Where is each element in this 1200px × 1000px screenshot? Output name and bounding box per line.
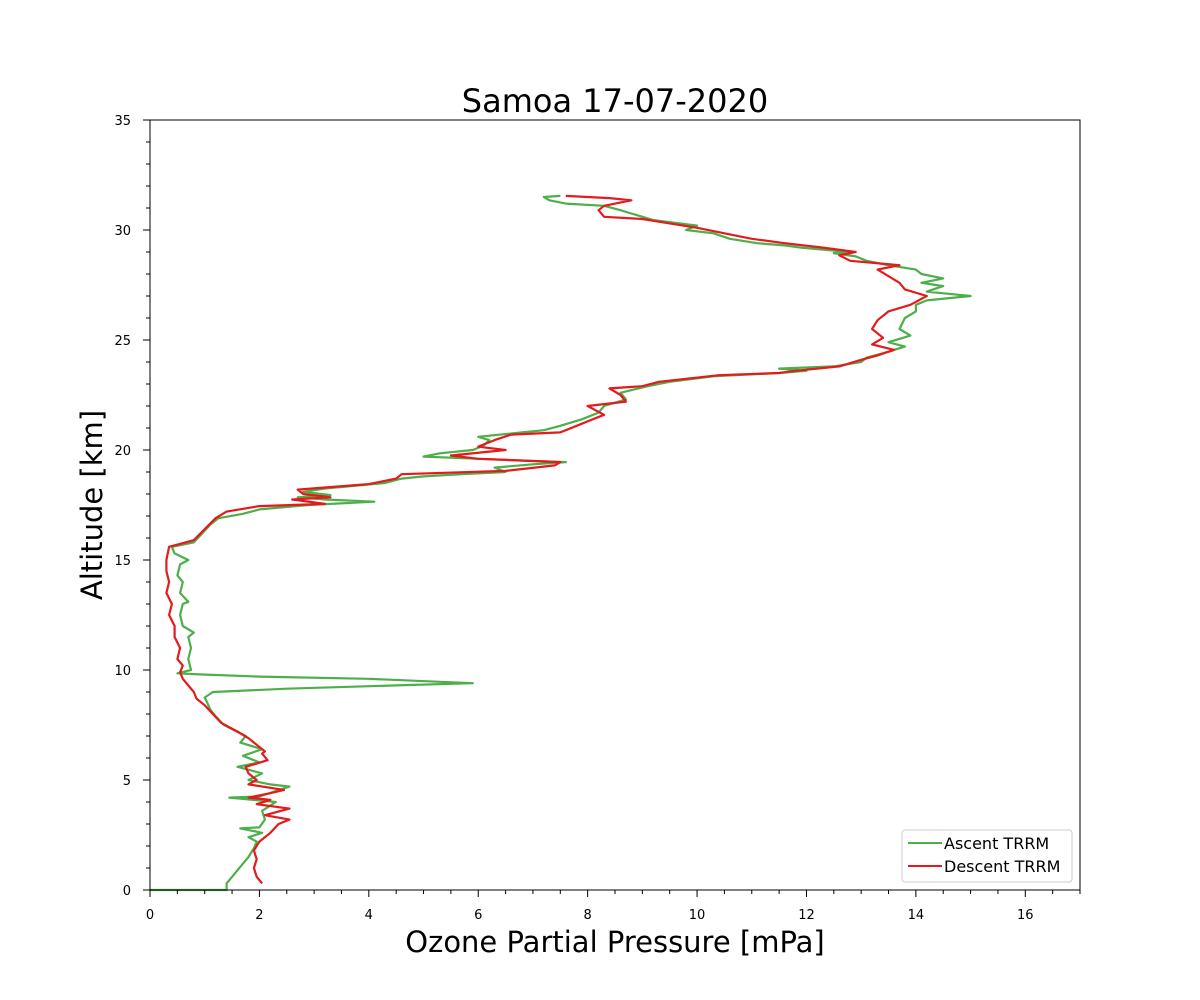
- x-tick-label: 4: [365, 908, 373, 923]
- y-tick-label: 15: [114, 554, 131, 569]
- y-axis: 0 5 10 15 20 25 30 35: [114, 114, 150, 899]
- plot-area: [150, 194, 972, 892]
- x-tick-label: 2: [255, 908, 263, 923]
- legend: Ascent TRRM Descent TRRM: [901, 829, 1073, 883]
- legend-label-ascent: Ascent TRRM: [944, 834, 1049, 853]
- x-axis: 0 2 4 6 8 10 12 14 16: [146, 890, 1081, 923]
- x-tick-label: 6: [474, 908, 482, 923]
- x-tick-label: 0: [146, 908, 154, 923]
- y-tick-label: 5: [123, 774, 131, 789]
- x-tick-label: 8: [584, 908, 592, 923]
- x-tick-label: 12: [798, 908, 815, 923]
- y-tick-label: 20: [114, 444, 131, 459]
- x-tick-label: 16: [1017, 908, 1034, 923]
- y-tick-label: 25: [114, 334, 131, 349]
- y-tick-label: 0: [123, 884, 131, 899]
- x-tick-label: 10: [689, 908, 706, 923]
- chart-title: Samoa 17-07-2020: [462, 82, 768, 120]
- x-axis-label: Ozone Partial Pressure [mPa]: [405, 925, 824, 959]
- y-tick-label: 10: [114, 664, 131, 679]
- series-line-descent: [165, 194, 928, 885]
- y-tick-label: 35: [114, 114, 131, 129]
- y-tick-label: 30: [114, 224, 131, 239]
- y-axis-label: Altitude [km]: [75, 410, 109, 600]
- x-tick-label: 14: [908, 908, 925, 923]
- legend-box: [901, 829, 1073, 883]
- legend-label-descent: Descent TRRM: [944, 857, 1060, 876]
